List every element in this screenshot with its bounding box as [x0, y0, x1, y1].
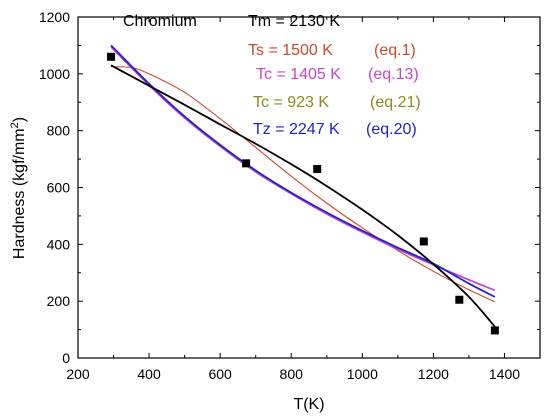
data-points [107, 52, 499, 335]
data-point [455, 295, 464, 304]
y-tick-label: 600 [47, 180, 71, 196]
annotation-equation: (eq.13) [368, 66, 419, 83]
annotation-equation: (eq.20) [366, 121, 417, 138]
data-point [313, 165, 322, 174]
annotation-equation: (eq.1) [374, 42, 416, 59]
y-tick-label: 1200 [39, 9, 70, 25]
annotation-label: Tm = 2130 K [248, 13, 340, 30]
y-axis-title: Hardness (kgf/mm2) [9, 117, 28, 259]
y-tick-label: 800 [47, 123, 71, 139]
annotation-label: Ts = 1500 K [248, 42, 333, 59]
data-point [490, 326, 499, 335]
y-tick-labels: 0 200 400 600 800 1000 1200 [39, 9, 70, 366]
annotation-legend: Tm = 2130 K Ts = 1500 K (eq.1) Tc = 1405 K (… [248, 13, 421, 138]
annotation-label: Tc = 1405 K [256, 66, 341, 83]
y-tick-label: 1000 [39, 66, 70, 82]
fit-curve-tm [110, 64, 496, 328]
x-tick-label: 400 [137, 366, 161, 382]
annotation-equation: (eq.21) [370, 94, 421, 111]
annotation-label: Tc = 923 K [253, 94, 329, 111]
annotation-chromium: Chromium [123, 13, 197, 30]
fit-curve-tz [110, 44, 496, 298]
y-tick-label: 200 [47, 293, 71, 309]
data-point [242, 159, 251, 168]
x-tick-label: 1200 [418, 366, 449, 382]
x-tick-labels: 200 400 600 800 1000 1200 1400 [66, 366, 520, 382]
x-tick-label: 200 [66, 366, 90, 382]
x-tick-label: 1000 [347, 366, 378, 382]
axis-ticks [77, 16, 540, 359]
x-tick-label: 1400 [489, 366, 520, 382]
x-tick-label: 600 [208, 366, 232, 382]
x-tick-label: 800 [280, 366, 304, 382]
y-tick-label: 0 [62, 350, 70, 366]
data-point [107, 52, 116, 61]
data-point [419, 237, 428, 246]
x-axis-title: T(K) [293, 396, 324, 413]
annotation-label: Tz = 2247 K [253, 121, 340, 138]
y-tick-label: 400 [47, 236, 71, 252]
fit-curves [110, 44, 496, 328]
fit-curve-ts [111, 66, 496, 303]
